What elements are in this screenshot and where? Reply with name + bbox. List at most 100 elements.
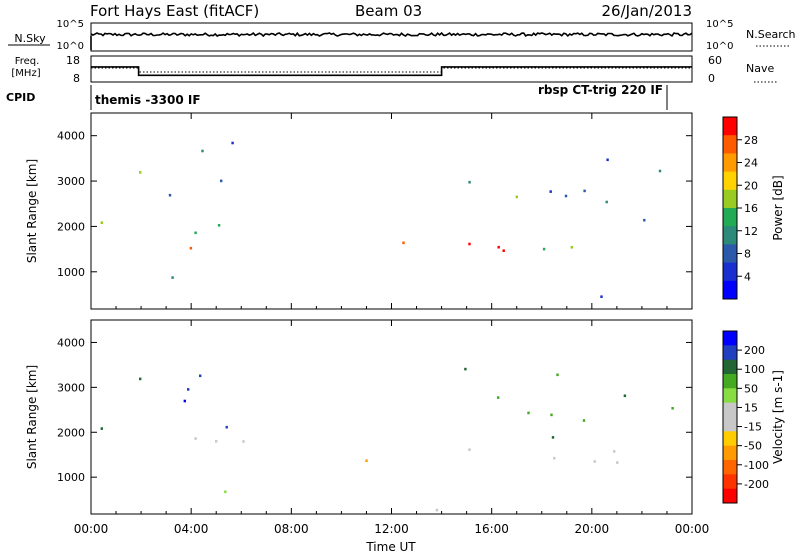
x-axis: 00:00 04:00 08:00 12:00 16:00 20:00 00:00 [74, 113, 709, 536]
colorbar-swatch [723, 359, 737, 375]
velocity-cell [497, 396, 500, 399]
colorbar-tick-label: 20 [744, 179, 758, 192]
nsky-tick-high: 10^5 [57, 19, 84, 30]
velocity-cell [527, 411, 530, 415]
power-cell [542, 247, 546, 251]
colorbar-tick-label: 50 [744, 382, 758, 395]
velocity-ylabel: Slant Range [km] [25, 365, 39, 469]
power-cell [168, 193, 172, 197]
power-cell [100, 221, 103, 224]
colorbar-swatch [723, 135, 737, 154]
colorbar-tick-label: 24 [744, 157, 758, 170]
nsearch-tick-low: 10^0 [706, 41, 733, 52]
velocity-cell [582, 419, 586, 422]
power-colorbar-label: Power [dB] [771, 175, 785, 240]
power-colorbar: 28 24 20 16 12 8 4 Power [dB] [722, 116, 785, 300]
power-cell [643, 218, 646, 222]
colorbar-tick-label: 12 [744, 225, 758, 238]
velocity-cell [464, 367, 467, 371]
velocity-cell [556, 373, 559, 377]
colorbar-swatch [723, 488, 737, 504]
velocity-cell [613, 450, 616, 453]
velocity-cell [224, 490, 227, 494]
colorbar-swatch [723, 445, 737, 461]
power-cell [189, 246, 193, 250]
y-tick-label: 1000 [57, 266, 85, 279]
y-tick-label: 1000 [57, 471, 85, 484]
colorbar-swatch [723, 374, 737, 389]
x-tick-label: 04:00 [174, 522, 209, 536]
power-cell [502, 249, 505, 252]
colorbar-tick-label: -15 [744, 421, 762, 434]
x-tick-label: 16:00 [474, 522, 509, 536]
power-cell [583, 189, 586, 193]
velocity-cell [553, 456, 556, 460]
power-cell [549, 190, 552, 193]
power-cell [171, 276, 174, 279]
velocity-cell [194, 437, 197, 440]
velocity-cell [671, 407, 674, 410]
colorbar-swatch [723, 345, 737, 361]
x-tick-label: 00:00 [74, 522, 109, 536]
colorbar-swatch [723, 431, 737, 447]
power-cell [658, 169, 662, 173]
cpid-label: CPID [6, 91, 35, 104]
power-cell [606, 158, 609, 162]
colorbar-swatch [723, 331, 737, 346]
y-tick-label: 4000 [57, 130, 85, 143]
velocity-cell [183, 399, 186, 403]
velocity-cell [242, 440, 245, 443]
colorbar-tick-label: 100 [744, 363, 765, 376]
colorbar-swatch [723, 388, 737, 404]
velocity-colorbar-label: Velocity [m s-1] [771, 370, 785, 464]
colorbar-tick-label: 200 [744, 344, 765, 357]
velocity-cell [199, 374, 202, 378]
colorbar-swatch [723, 208, 737, 227]
beam-title: Beam 03 [355, 2, 422, 20]
nave-tick-low: 0 [708, 72, 715, 85]
velocity-cell [215, 440, 218, 443]
power-cell [194, 231, 197, 235]
power-cell [217, 224, 221, 227]
nave-label: Nave [746, 62, 774, 75]
colorbar-swatch [723, 460, 737, 475]
colorbar-tick-label: -200 [744, 478, 769, 491]
power-cell [600, 295, 603, 298]
power-cell [570, 246, 573, 249]
velocity-cell [187, 388, 190, 391]
colorbar-swatch [723, 226, 737, 245]
freq-label: Freq. [15, 56, 40, 67]
y-tick-label: 2000 [57, 220, 85, 233]
velocity-panel: 4000 3000 2000 1000 Slant Range [km] [25, 319, 693, 515]
nave-tick-high: 60 [708, 54, 722, 67]
colorbar-tick-label: 8 [744, 248, 751, 261]
colorbar-swatch [723, 474, 737, 490]
colorbar-swatch [723, 262, 737, 282]
cpid-right: rbsp CT-trig 220 IF [538, 83, 663, 97]
velocity-cell [551, 436, 555, 439]
nsearch-label: N.Search [746, 28, 796, 41]
station-title: Fort Hays East (fitACF) [90, 2, 259, 20]
date-title: 26/Jan/2013 [602, 2, 693, 20]
velocity-cell [623, 394, 627, 398]
power-cell [231, 141, 234, 145]
x-tick-label: 08:00 [274, 522, 309, 536]
freq-tick-high: 18 [66, 54, 80, 67]
freq-panel: Freq. [MHz] 18 8 60 0 Nave [11, 54, 778, 85]
power-cell [220, 179, 223, 183]
velocity-cell [593, 460, 596, 463]
nsky-label: N.Sky [14, 32, 46, 45]
colorbar-swatch [723, 402, 737, 418]
velocity-cell [225, 425, 228, 429]
colorbar-tick-label: 4 [744, 270, 751, 283]
y-tick-label: 2000 [57, 426, 85, 439]
colorbar-tick-label: 28 [744, 134, 758, 147]
colorbar-tick-label: -100 [744, 459, 769, 472]
power-ylabel: Slant Range [km] [25, 159, 39, 263]
velocity-cell [139, 377, 142, 381]
velocity-cell [468, 448, 471, 451]
y-tick-label: 4000 [57, 336, 85, 349]
power-cell [515, 195, 518, 199]
power-cell [402, 241, 405, 245]
power-cell [468, 242, 471, 246]
